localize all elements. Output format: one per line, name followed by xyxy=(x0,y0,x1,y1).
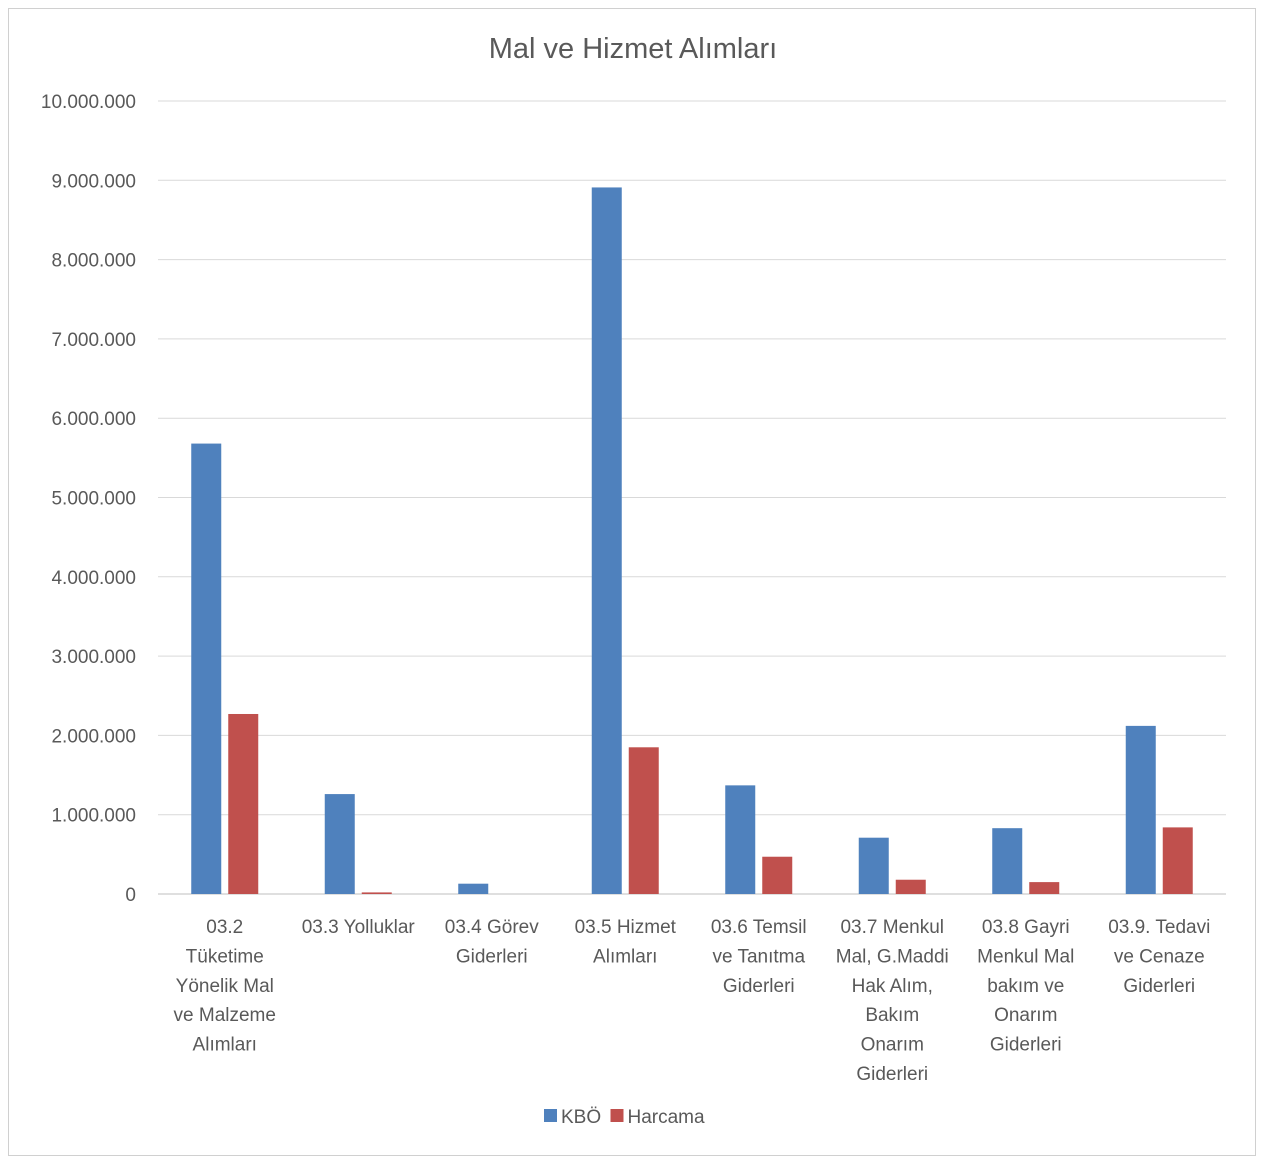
bar-kb- xyxy=(324,794,355,894)
bar-kb- xyxy=(858,837,889,894)
x-category-label: 03.2 Tüketime Yönelik Mal ve Malzeme Alımlar… xyxy=(174,917,276,1056)
bar-harcama xyxy=(228,713,259,894)
legend-label: KBÖ xyxy=(561,1107,601,1128)
y-tick-label: 9.000.000 xyxy=(51,171,136,192)
bar-harcama xyxy=(762,856,793,894)
x-category-label: 03.7 Menkul Mal, G.Maddi Hak Alım, Bakım Ona… xyxy=(836,917,949,1085)
y-tick-label: 2.000.000 xyxy=(51,726,136,747)
bar-kb- xyxy=(191,443,222,894)
bar-kb- xyxy=(725,785,756,894)
bar-harcama xyxy=(361,892,392,894)
y-tick-label: 4.000.000 xyxy=(51,568,136,589)
x-category-label: 03.8 Gayri Menkul Mal bakım ve Onarım Giderl… xyxy=(977,917,1074,1056)
x-category-label: 03.3 Yolluklar xyxy=(302,917,416,938)
chart-frame: Mal ve Hizmet Alımları 0 1.000.000 2.000.0… xyxy=(8,8,1256,1156)
y-tick-label: 5.000.000 xyxy=(51,489,136,510)
grid-lines xyxy=(158,100,1226,895)
legend: KBÖ Harcama xyxy=(544,1107,705,1128)
bar-harcama xyxy=(895,879,926,894)
bars xyxy=(191,187,1193,894)
y-tick-label: 8.000.000 xyxy=(51,251,136,272)
y-tick-label: 1.000.000 xyxy=(51,806,136,827)
bar-kb- xyxy=(1125,725,1156,894)
bar-harcama xyxy=(1162,827,1193,894)
bar-harcama xyxy=(628,747,659,894)
bar-kb- xyxy=(992,828,1023,894)
y-tick-label: 10.000.000 xyxy=(41,92,136,113)
y-tick-label: 3.000.000 xyxy=(51,647,136,668)
bar-kb- xyxy=(591,187,622,894)
legend-label: Harcama xyxy=(628,1107,706,1128)
y-tick-label: 6.000.000 xyxy=(51,409,136,430)
bar-kb- xyxy=(458,883,489,894)
legend-swatch xyxy=(544,1109,557,1122)
y-tick-label: 0 xyxy=(125,885,136,906)
x-category-label: 03.5 Hizmet Alımları xyxy=(575,917,677,967)
chart-title: Mal ve Hizmet Alımları xyxy=(489,33,777,65)
x-category-label: 03.4 Görev Giderleri xyxy=(445,917,539,967)
legend-swatch xyxy=(610,1109,624,1122)
y-axis: 0 1.000.000 2.000.000 3.000.000 4.000.000 5.0… xyxy=(41,92,136,906)
bar-harcama xyxy=(1029,882,1060,894)
x-category-label: 03.6 Temsil ve Tanıtma Giderleri xyxy=(711,917,807,997)
y-tick-label: 7.000.000 xyxy=(51,330,136,351)
bar-chart: Mal ve Hizmet Alımları 0 1.000.000 2.000.0… xyxy=(41,33,1226,1128)
x-category-label: 03.9. Tedavi ve Cenaze Giderleri xyxy=(1108,917,1210,997)
x-axis: 03.2 Tüketime Yönelik Mal ve Malzeme Alımlar… xyxy=(174,917,1211,1085)
